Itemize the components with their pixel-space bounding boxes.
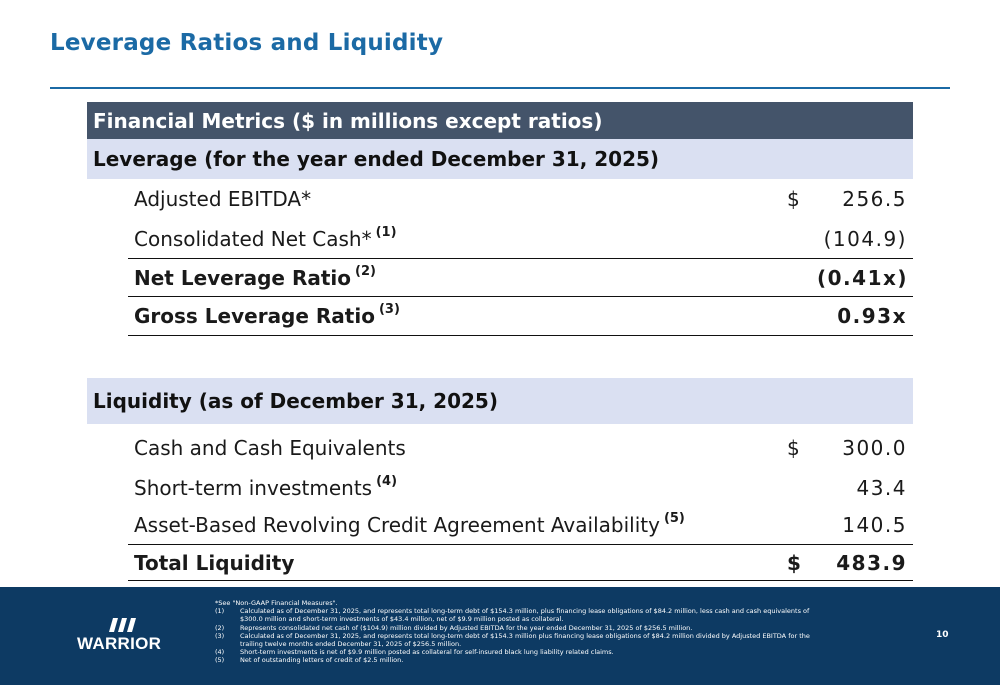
table-row: Cash and Cash Equivalents $ 300.0 xyxy=(128,428,913,468)
row-label: Cash and Cash Equivalents xyxy=(134,436,406,460)
row-value: 140.5 xyxy=(842,513,907,537)
table-row: Gross Leverage Ratio (3) 0.93x xyxy=(128,296,913,336)
table-row: Total Liquidity $ 483.9 xyxy=(128,544,913,581)
row-label: Consolidated Net Cash* (1) xyxy=(134,224,397,251)
warrior-logo-icon xyxy=(109,618,136,632)
footer-band: WARRIOR *See "Non-GAAP Financial Measure… xyxy=(0,587,1000,685)
row-label: Net Leverage Ratio (2) xyxy=(134,264,376,290)
row-label: Total Liquidity xyxy=(134,550,295,575)
page-title: Leverage Ratios and Liquidity xyxy=(50,30,444,56)
row-value: (0.41x) xyxy=(817,266,909,290)
footnote-marker: (4) xyxy=(376,474,398,490)
table-row: Asset-Based Revolving Credit Agreement A… xyxy=(128,506,913,544)
footnote-marker: (2) xyxy=(355,264,376,280)
title-divider xyxy=(50,87,950,89)
currency-symbol: $ xyxy=(787,550,801,575)
row-value: 0.93x xyxy=(837,304,907,328)
footnote-item: (3) Calculated as of December 31, 2025, a… xyxy=(215,631,810,649)
row-label: Short-term investments (4) xyxy=(134,474,398,500)
row-value: (104.9) xyxy=(823,226,907,251)
footnote-item: (4) Short-term investments is net of $9.9… xyxy=(215,648,614,657)
table-row: Short-term investments (4) 43.4 xyxy=(128,468,913,508)
footnote-marker: (3) xyxy=(378,302,400,318)
footnote-item: (1) Calculated as of December 31, 2025, a… xyxy=(215,607,810,624)
currency-symbol: $ xyxy=(787,436,800,460)
table-header: Financial Metrics ($ in millions except … xyxy=(87,102,913,139)
page-number: 10 xyxy=(936,630,949,640)
footnote-item: (5) Net of outstanding letters of credit … xyxy=(215,656,404,665)
row-value: 256.5 xyxy=(842,187,907,211)
currency-symbol: $ xyxy=(787,187,800,211)
footnote-item: (2) Represents consolidated net cash of (… xyxy=(215,623,693,632)
footnote-marker: (1) xyxy=(375,224,397,240)
table-row: Net Leverage Ratio (2) (0.41x) xyxy=(128,258,913,297)
row-value: 483.9 xyxy=(836,550,907,575)
footnotes: *See "Non-GAAP Financial Measures". (1) C… xyxy=(215,599,825,665)
logo-wordmark: WARRIOR xyxy=(77,634,162,653)
table-row: Adjusted EBITDA* $ 256.5 xyxy=(128,179,913,219)
footnote-marker: (5) xyxy=(663,511,685,527)
row-label: Asset-Based Revolving Credit Agreement A… xyxy=(134,511,685,537)
liquidity-section-heading: Liquidity (as of December 31, 2025) xyxy=(87,378,913,424)
row-label: Adjusted EBITDA* xyxy=(134,187,312,211)
row-value: 300.0 xyxy=(842,436,907,460)
table-row: Consolidated Net Cash* (1) (104.9) xyxy=(128,219,913,258)
non-gaap-note: *See "Non-GAAP Financial Measures". xyxy=(215,599,338,607)
row-label: Gross Leverage Ratio (3) xyxy=(134,302,400,328)
leverage-section-heading: Leverage (for the year ended December 31… xyxy=(87,139,913,179)
row-value: 43.4 xyxy=(856,476,907,500)
